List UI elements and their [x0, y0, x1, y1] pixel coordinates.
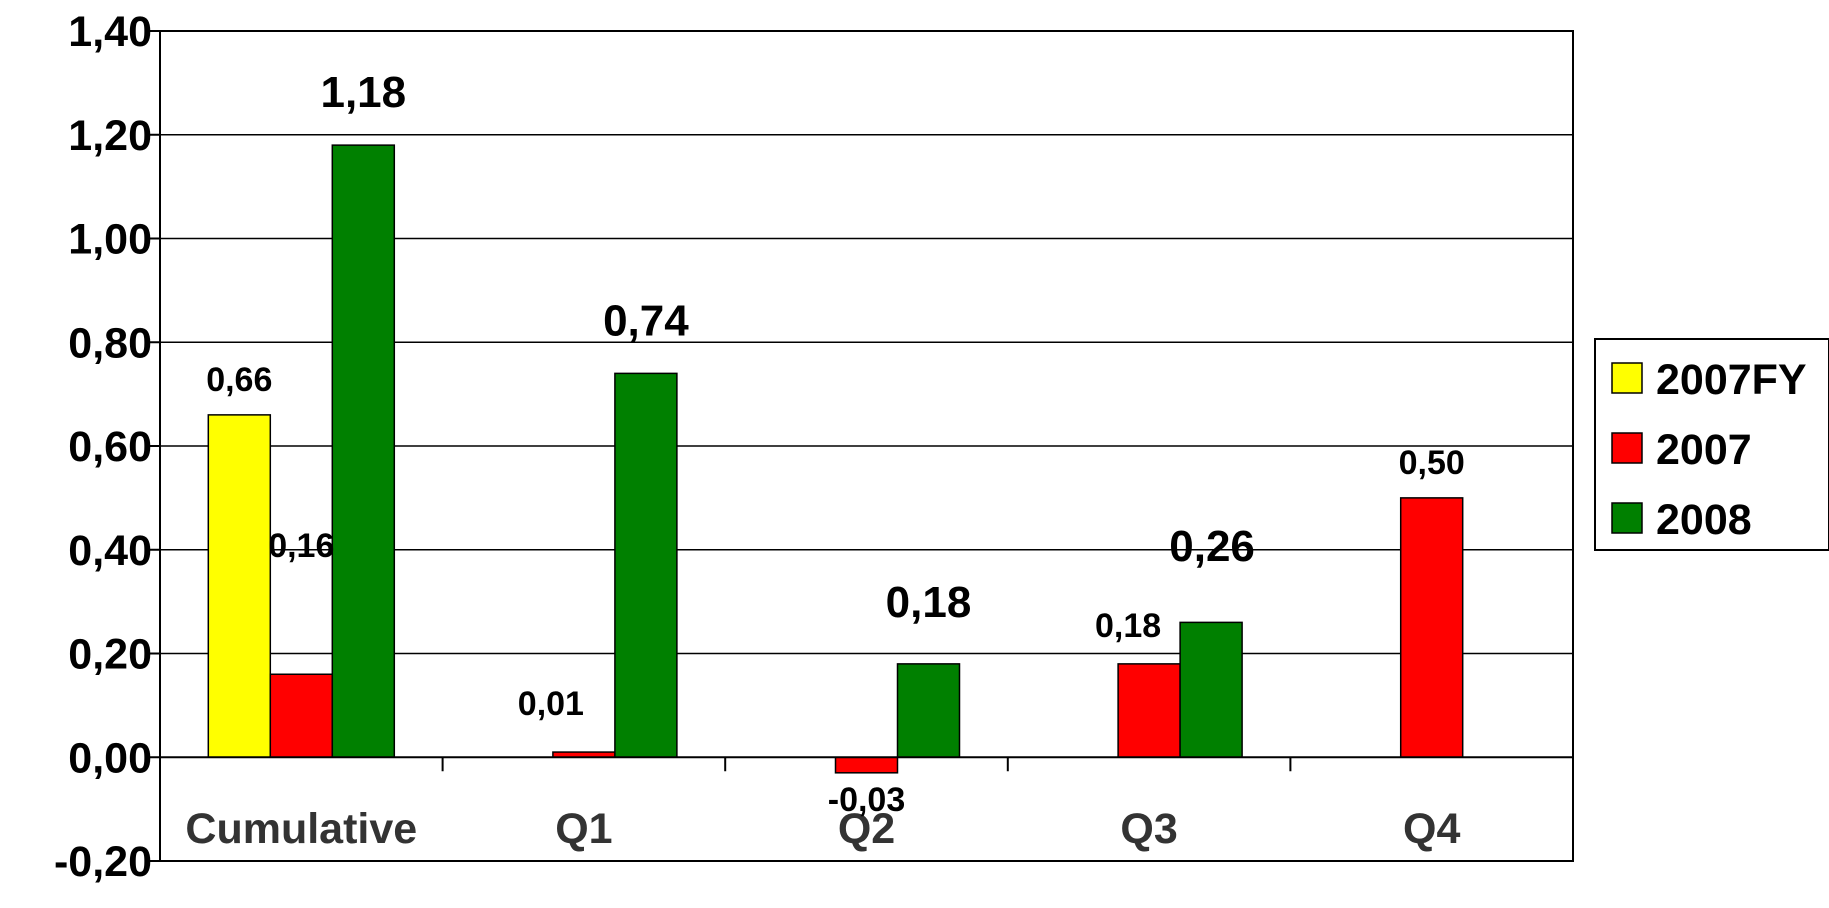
bars — [207, 144, 1464, 774]
y-tick-label: 1,40 — [68, 8, 152, 56]
bar — [896, 663, 961, 758]
y-tick-label: 0,80 — [68, 319, 152, 367]
x-tick-label: Q4 — [1403, 805, 1460, 853]
data-label: 0,26 — [1169, 522, 1255, 571]
bar — [614, 372, 678, 758]
data-label: 0,01 — [518, 685, 584, 723]
data-label: 0,74 — [603, 296, 689, 345]
data-label: 0,16 — [268, 527, 334, 565]
legend-swatch — [1611, 432, 1643, 464]
bar — [834, 756, 899, 774]
x-tick-label: Q3 — [1120, 805, 1177, 853]
data-label: 1,18 — [320, 68, 406, 117]
y-tick-label: 0,00 — [68, 734, 152, 782]
y-tick-label: 0,60 — [68, 423, 152, 471]
legend: 2007FY 2007 2008 — [1594, 338, 1829, 551]
x-tick-label: Q2 — [838, 805, 895, 853]
axes: -0,20 0,00 0,20 0,40 0,60 0,80 1,00 1,20 1,40 Cum… — [54, 8, 1573, 886]
bar — [331, 144, 396, 758]
legend-label: 2007 — [1656, 426, 1752, 474]
legend-label: 2007FY — [1656, 356, 1807, 404]
data-label: 0,50 — [1399, 444, 1465, 482]
bar — [207, 414, 272, 758]
bar — [1399, 497, 1464, 758]
x-tick-label: Q1 — [555, 805, 612, 853]
bar — [1179, 621, 1243, 758]
data-label: 0,18 — [886, 578, 972, 627]
y-tick-label: 1,20 — [68, 112, 152, 160]
legend-swatch — [1611, 362, 1643, 394]
gridlines — [159, 30, 1574, 862]
y-tick-label: 1,00 — [68, 216, 152, 264]
data-label: 0,18 — [1095, 607, 1161, 645]
data-label: -0,03 — [828, 781, 906, 819]
data-labels: 0,660,160,01-0,030,180,501,180,740,180,2… — [206, 68, 1465, 819]
y-tick-label: 0,20 — [68, 631, 152, 679]
y-tick-label: 0,40 — [68, 527, 152, 575]
bar — [1117, 663, 1181, 758]
legend-swatch — [1611, 502, 1643, 534]
data-label: 0,66 — [206, 361, 272, 399]
x-tick-label: Cumulative — [185, 805, 417, 853]
y-tick-label: -0,20 — [54, 838, 152, 886]
legend-label: 2008 — [1656, 496, 1752, 544]
bar — [269, 673, 334, 758]
